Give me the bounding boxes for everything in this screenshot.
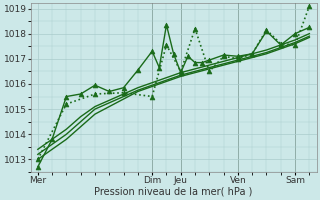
X-axis label: Pression niveau de la mer( hPa ): Pression niveau de la mer( hPa ) <box>94 187 253 197</box>
